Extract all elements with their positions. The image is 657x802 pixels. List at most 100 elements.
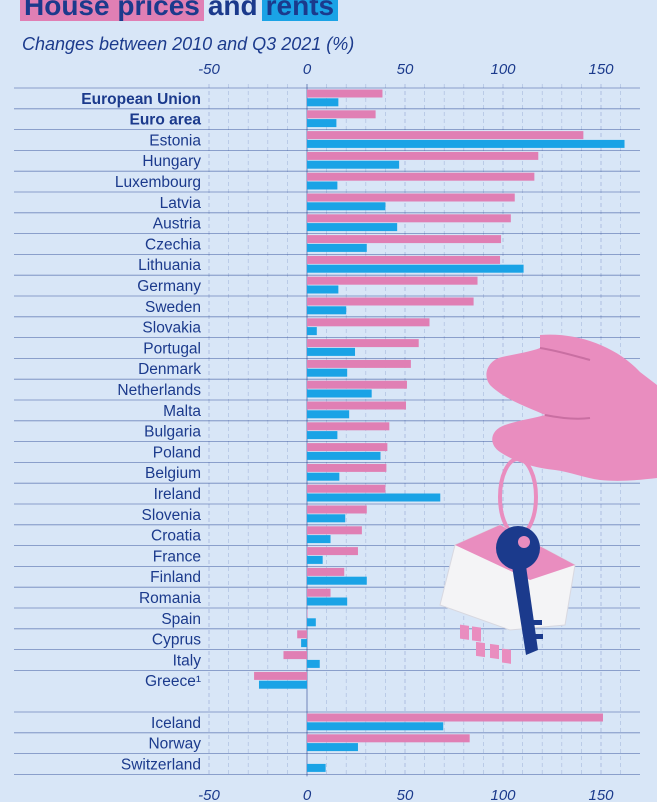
category-label: Italy xyxy=(173,652,202,669)
bar-rents xyxy=(307,202,386,211)
category-label: European Union xyxy=(81,91,201,108)
category-label: Slovakia xyxy=(142,320,201,337)
bar-rents xyxy=(258,680,307,689)
bar-rents xyxy=(307,160,400,169)
bar-rents xyxy=(307,327,317,336)
category-label: Euro area xyxy=(129,112,201,129)
bar-house_prices xyxy=(283,651,307,660)
bar-rents xyxy=(307,347,356,356)
category-label: Poland xyxy=(153,444,201,461)
bar-house_prices xyxy=(307,401,406,410)
category-label: Romania xyxy=(139,590,201,607)
bar-house_prices xyxy=(307,567,345,576)
bar-house_prices xyxy=(307,339,419,348)
bar-rents xyxy=(307,389,372,398)
bar-house_prices xyxy=(254,671,307,680)
bar-house_prices xyxy=(307,89,383,98)
bar-house_prices xyxy=(307,422,390,431)
category-label: Bulgaria xyxy=(144,424,201,441)
bar-house_prices xyxy=(307,505,367,514)
category-label: Malta xyxy=(163,403,201,420)
category-label: Norway xyxy=(148,736,201,753)
bar-house_prices xyxy=(307,380,407,389)
bar-rents xyxy=(307,472,340,481)
bar-house_prices xyxy=(307,297,474,306)
category-label: Finland xyxy=(150,569,201,586)
x-tick-label: -50 xyxy=(198,61,220,78)
title-house-prices: House prices xyxy=(20,0,204,21)
x-tick-label: -50 xyxy=(198,787,220,802)
category-label: Germany xyxy=(137,278,201,295)
title-and: and xyxy=(207,0,258,21)
bar-rents xyxy=(307,264,524,273)
bar-house_prices xyxy=(307,443,388,452)
bar-rents xyxy=(307,451,381,460)
bar-rents xyxy=(307,618,316,627)
x-tick-label: 100 xyxy=(490,61,516,78)
category-label: Austria xyxy=(153,216,202,233)
bar-house_prices xyxy=(307,214,511,223)
bar-layer xyxy=(254,89,625,772)
bar-rents xyxy=(307,555,323,564)
bar-rents xyxy=(307,223,398,232)
bar-house_prices xyxy=(307,526,362,535)
category-label: Lithuania xyxy=(138,257,201,274)
bar-house_prices xyxy=(307,359,411,368)
x-tick-label: 150 xyxy=(588,61,614,78)
bar-house_prices xyxy=(307,110,376,119)
x-tick-label: 0 xyxy=(303,787,312,802)
category-label: Croatia xyxy=(151,528,201,545)
key-icon xyxy=(496,526,543,655)
bar-rents xyxy=(307,597,348,606)
category-label: Greece¹ xyxy=(145,673,201,690)
bar-rents xyxy=(307,535,331,544)
bar-rents xyxy=(301,639,307,648)
bar-house_prices xyxy=(307,318,430,327)
bar-rents xyxy=(307,181,338,190)
category-label: Portugal xyxy=(143,340,201,357)
x-tick-label: 50 xyxy=(397,787,414,802)
category-label: Spain xyxy=(161,611,201,628)
bar-house_prices xyxy=(307,172,535,181)
x-tick-label: 50 xyxy=(397,61,414,78)
bar-rents xyxy=(307,368,348,377)
bar-house_prices xyxy=(307,734,470,743)
category-label: Hungary xyxy=(142,153,201,170)
category-label: Denmark xyxy=(138,361,201,378)
category-label: Latvia xyxy=(160,195,202,212)
bar-rents xyxy=(307,493,441,502)
tick-layer: -50 -50 0 0 50 50 100 100 150 150 xyxy=(198,61,614,802)
hand-illustration xyxy=(486,334,657,481)
bar-house_prices xyxy=(307,151,539,160)
bar-rents xyxy=(307,306,347,315)
bar-rents xyxy=(307,431,338,440)
category-label: France xyxy=(153,548,201,565)
chart-title: House prices and rents xyxy=(20,0,339,24)
title-rents: rents xyxy=(261,0,339,21)
bar-house_prices xyxy=(307,713,603,722)
bar-house_prices xyxy=(307,547,358,556)
category-label: Sweden xyxy=(145,299,201,316)
category-label: Cyprus xyxy=(152,632,201,649)
bar-rents xyxy=(307,763,326,772)
bar-house_prices xyxy=(307,255,501,264)
category-label: Netherlands xyxy=(117,382,201,399)
category-label: Ireland xyxy=(154,486,201,503)
bar-rents xyxy=(307,243,367,252)
bar-house_prices xyxy=(307,193,515,202)
bar-rents xyxy=(307,659,320,668)
category-label: Iceland xyxy=(151,715,201,732)
bar-house_prices xyxy=(307,588,331,597)
x-tick-label: 0 xyxy=(303,61,312,78)
bar-rents xyxy=(307,410,350,419)
bar-house_prices xyxy=(307,609,308,618)
bar-rents xyxy=(307,98,339,107)
bar-rents xyxy=(307,576,367,585)
bar-rents xyxy=(307,285,339,294)
bar-house_prices xyxy=(297,630,307,639)
bar-rents xyxy=(307,514,346,523)
x-tick-label: 100 xyxy=(490,787,516,802)
x-tick-label: 150 xyxy=(588,787,614,802)
bar-house_prices xyxy=(307,463,387,472)
